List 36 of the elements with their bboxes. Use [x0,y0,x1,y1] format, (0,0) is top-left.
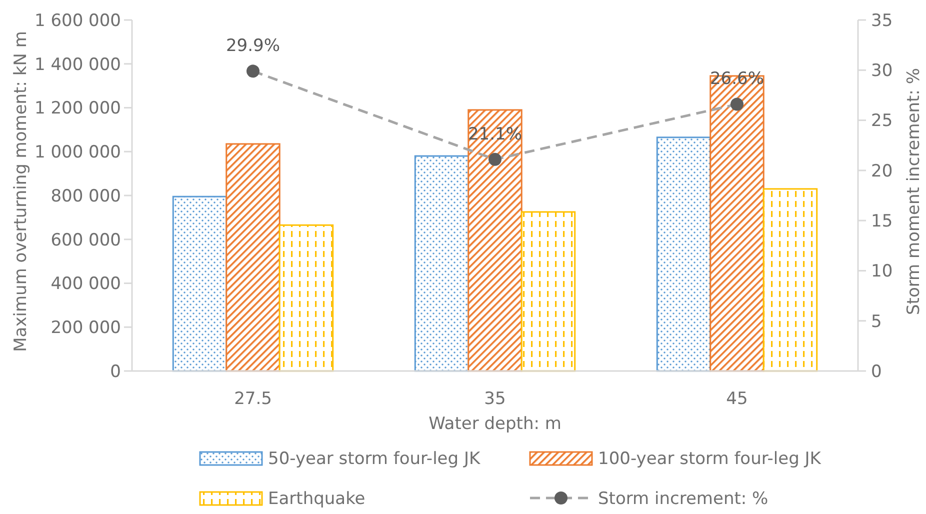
bar [414,155,470,372]
y-tick-label: 1 000 000 [34,142,121,163]
x-tick-label: 45 [726,388,748,409]
x-tick-label: 35 [484,388,506,409]
bar [278,224,334,372]
legend-label: Storm increment: % [598,488,768,509]
legend-label: Earthquake [268,488,366,509]
y-tick-label: 0 [110,362,121,382]
bar [172,196,228,372]
x-tick-label: 27.5 [234,388,272,409]
y-axis-title: Maximum overturning moment: kN m [10,31,31,352]
y-tick-label: 1 200 000 [34,98,121,119]
y-tick-label: 1 400 000 [34,54,121,75]
y2-tick-label: 10 [871,262,893,282]
y2-tick-label: 5 [871,312,882,332]
legend-label: 50-year storm four-leg JK [268,448,481,469]
y-tick-label: 1 600 000 [34,10,121,31]
y2-tick-label: 30 [871,61,893,82]
y2-tick-label: 0 [871,362,882,382]
y2-tick-label: 20 [871,161,893,182]
y-tick-label: 800 000 [50,186,121,206]
y2-tick-label: 25 [871,111,893,132]
bar [656,136,712,372]
y2-tick-label: 15 [871,212,893,232]
y2-tick-label: 35 [871,10,893,31]
x-axis-title: Water depth: m [428,414,562,434]
y-tick-label: 200 000 [50,318,121,338]
bar [468,109,522,372]
legend-label: 100-year storm four-leg JK [598,448,822,469]
y-tick-label: 400 000 [50,274,121,294]
y2-axis-title: Storm moment increment: % [904,68,924,315]
bar [226,143,280,372]
y-tick-label: 600 000 [50,230,121,250]
bar [520,211,576,372]
bar [762,188,818,372]
data-label: 29.9% [226,36,280,56]
